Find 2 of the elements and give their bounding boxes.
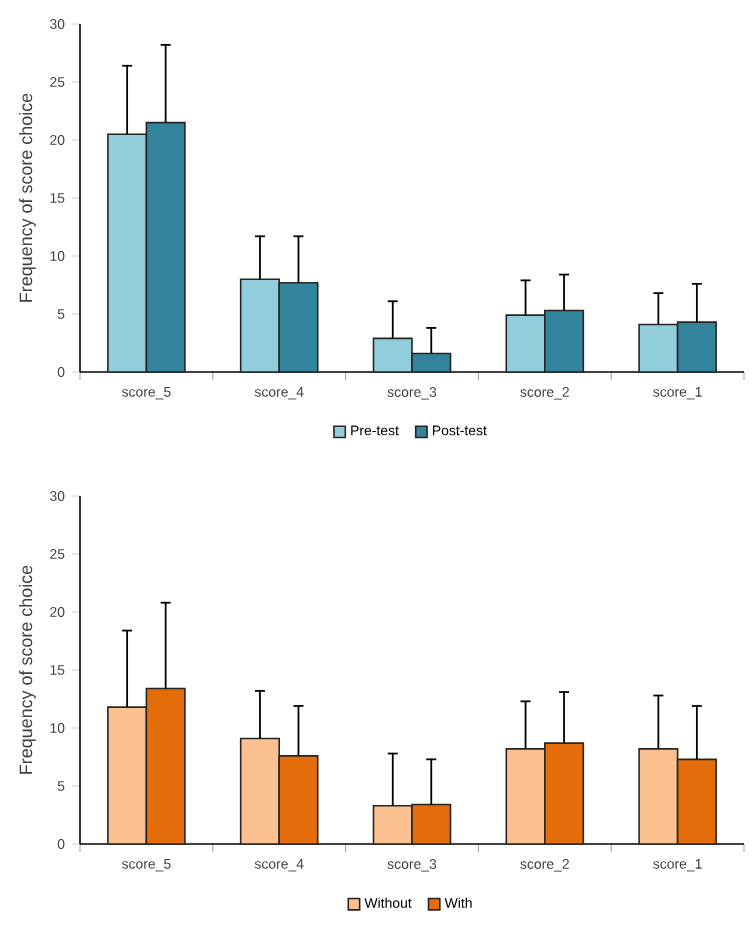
y-axis-title: Frequency of score choice: [19, 93, 36, 302]
y-axis-title: Frequency of score choice: [19, 565, 36, 774]
